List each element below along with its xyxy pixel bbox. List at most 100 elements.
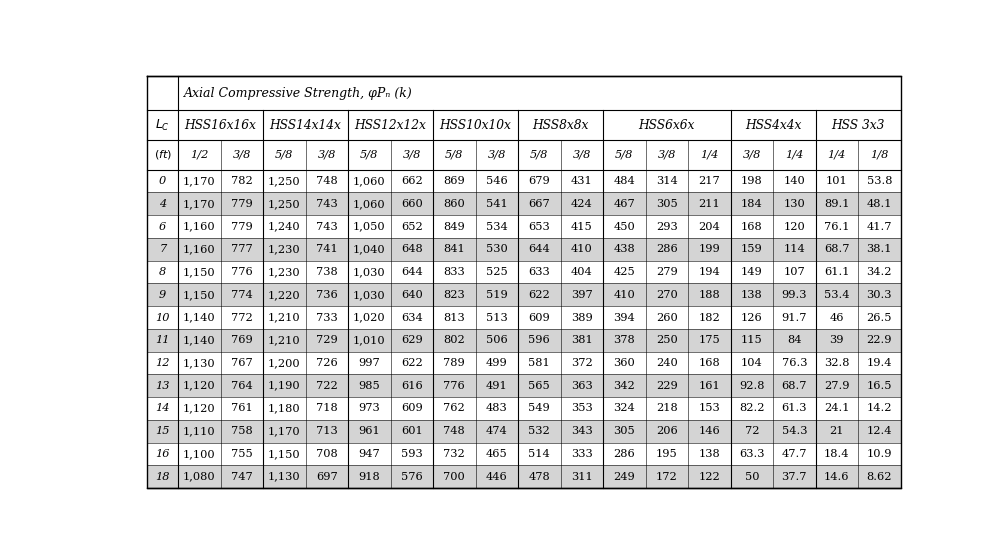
Text: 747: 747 xyxy=(231,472,252,482)
Text: 633: 633 xyxy=(529,267,550,277)
Text: 14.6: 14.6 xyxy=(824,472,849,482)
Text: HSS 3x3: HSS 3x3 xyxy=(831,119,884,132)
Text: 63.3: 63.3 xyxy=(739,449,765,459)
Text: 1,130: 1,130 xyxy=(268,472,300,482)
Text: 425: 425 xyxy=(613,267,635,277)
Text: 18.4: 18.4 xyxy=(824,449,849,459)
Text: 813: 813 xyxy=(443,312,465,323)
Text: 11: 11 xyxy=(156,335,170,345)
Text: 217: 217 xyxy=(698,176,721,186)
Text: 1/8: 1/8 xyxy=(870,150,888,160)
Text: 1,160: 1,160 xyxy=(183,222,216,232)
Text: 762: 762 xyxy=(443,403,465,413)
Bar xyxy=(148,193,900,215)
Text: 37.7: 37.7 xyxy=(782,472,807,482)
Text: 729: 729 xyxy=(316,335,338,345)
Text: 126: 126 xyxy=(741,312,763,323)
Text: 47.7: 47.7 xyxy=(782,449,807,459)
Text: 1,140: 1,140 xyxy=(183,335,216,345)
Text: 1,130: 1,130 xyxy=(183,358,216,368)
Text: 5/8: 5/8 xyxy=(275,150,293,160)
Text: 741: 741 xyxy=(316,245,338,255)
Text: 593: 593 xyxy=(401,449,423,459)
Text: $(ft)$: $(ft)$ xyxy=(154,148,172,162)
Text: 549: 549 xyxy=(529,403,550,413)
Text: 46: 46 xyxy=(829,312,844,323)
Text: HSS10x10x: HSS10x10x xyxy=(439,119,512,132)
Bar xyxy=(148,170,900,193)
Text: 849: 849 xyxy=(443,222,465,232)
Text: 534: 534 xyxy=(486,222,508,232)
Text: 53.4: 53.4 xyxy=(824,290,849,300)
Text: 84: 84 xyxy=(787,335,802,345)
Text: 76.3: 76.3 xyxy=(782,358,807,368)
Text: 41.7: 41.7 xyxy=(866,222,892,232)
Text: 1,110: 1,110 xyxy=(183,426,216,436)
Text: 622: 622 xyxy=(529,290,550,300)
Text: 634: 634 xyxy=(401,312,423,323)
Text: 985: 985 xyxy=(359,380,380,390)
Text: 431: 431 xyxy=(571,176,593,186)
Text: 1,220: 1,220 xyxy=(268,290,300,300)
Text: 410: 410 xyxy=(571,245,593,255)
Text: 404: 404 xyxy=(571,267,593,277)
Text: 26.5: 26.5 xyxy=(866,312,892,323)
Text: 9: 9 xyxy=(159,290,167,300)
Text: 3/8: 3/8 xyxy=(318,150,336,160)
Text: 130: 130 xyxy=(784,199,805,209)
Text: 644: 644 xyxy=(401,267,423,277)
Text: 424: 424 xyxy=(571,199,593,209)
Text: 1/4: 1/4 xyxy=(785,150,804,160)
Text: 478: 478 xyxy=(529,472,550,482)
Text: 697: 697 xyxy=(316,472,338,482)
Text: 115: 115 xyxy=(741,335,763,345)
Text: 446: 446 xyxy=(486,472,508,482)
Text: 381: 381 xyxy=(571,335,593,345)
Text: 491: 491 xyxy=(486,380,508,390)
Text: 918: 918 xyxy=(359,472,380,482)
Text: 1,040: 1,040 xyxy=(353,245,386,255)
Text: 616: 616 xyxy=(401,380,423,390)
Bar xyxy=(148,215,900,238)
Text: 50: 50 xyxy=(745,472,759,482)
Text: 19.4: 19.4 xyxy=(866,358,892,368)
Text: 198: 198 xyxy=(741,176,763,186)
Text: 779: 779 xyxy=(231,222,252,232)
Bar xyxy=(148,420,900,443)
Text: 764: 764 xyxy=(231,380,252,390)
Text: 8.62: 8.62 xyxy=(866,472,892,482)
Text: 484: 484 xyxy=(613,176,635,186)
Text: 5/8: 5/8 xyxy=(530,150,549,160)
Text: 1,240: 1,240 xyxy=(268,222,300,232)
Text: 61.1: 61.1 xyxy=(824,267,849,277)
Text: 16.5: 16.5 xyxy=(866,380,892,390)
Text: 394: 394 xyxy=(613,312,635,323)
Bar xyxy=(148,465,900,488)
Text: 363: 363 xyxy=(571,380,593,390)
Text: 168: 168 xyxy=(741,222,763,232)
Text: 1,230: 1,230 xyxy=(268,245,300,255)
Text: 324: 324 xyxy=(613,403,635,413)
Text: 782: 782 xyxy=(231,176,252,186)
Text: 1,250: 1,250 xyxy=(268,199,300,209)
Text: 397: 397 xyxy=(571,290,593,300)
Text: 506: 506 xyxy=(486,335,508,345)
Text: 21: 21 xyxy=(829,426,844,436)
Text: 581: 581 xyxy=(529,358,550,368)
Text: 541: 541 xyxy=(486,199,508,209)
Text: 769: 769 xyxy=(231,335,252,345)
Text: 240: 240 xyxy=(656,358,677,368)
Text: 311: 311 xyxy=(571,472,593,482)
Text: 18: 18 xyxy=(156,472,170,482)
Text: HSS8x8x: HSS8x8x xyxy=(533,119,589,132)
Text: 513: 513 xyxy=(486,312,508,323)
Text: 229: 229 xyxy=(656,380,677,390)
Text: 168: 168 xyxy=(698,358,721,368)
Text: 1/4: 1/4 xyxy=(828,150,846,160)
Text: 333: 333 xyxy=(571,449,593,459)
Text: 182: 182 xyxy=(698,312,721,323)
Text: 525: 525 xyxy=(486,267,508,277)
Text: 1,170: 1,170 xyxy=(183,176,216,186)
Text: 767: 767 xyxy=(231,358,252,368)
Text: 601: 601 xyxy=(401,426,423,436)
